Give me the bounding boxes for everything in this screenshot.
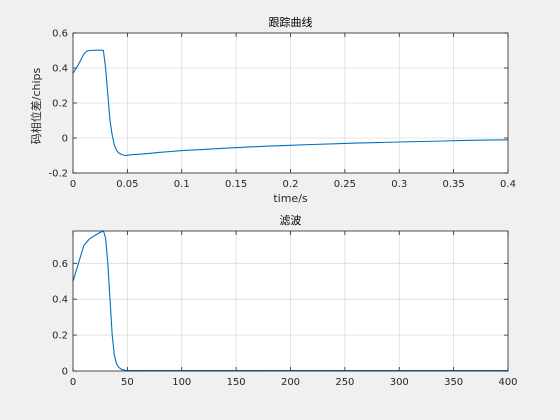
x-tick-label: 0.25 <box>334 179 356 190</box>
y-tick-label: 0.6 <box>52 29 68 40</box>
x-tick-label: 0.2 <box>283 179 299 190</box>
x-tick-label: 300 <box>390 377 409 388</box>
x-tick-label: 0.1 <box>174 179 190 190</box>
x-tick-label: 200 <box>281 377 300 388</box>
x-tick-label: 350 <box>444 377 463 388</box>
x-tick-label: 0.4 <box>500 179 516 190</box>
top-x-axis-label: time/s <box>273 192 308 205</box>
bottom-subplot: 0 50 100 150 200 250 300 350 400 0 0.2 0.4 0.6 滤波 <box>52 214 517 388</box>
y-tick-label: 0 <box>62 134 68 145</box>
bottom-chart-title: 滤波 <box>280 214 302 227</box>
y-tick-label: 0.2 <box>52 99 68 110</box>
top-subplot: 0 0.05 0.1 0.15 0.2 0.25 0.3 0.35 0.4-0.200.20.4… <box>29 15 516 205</box>
y-tick-label: -0.2 <box>48 169 68 180</box>
top-tick-labels: 0 0.05 0.1 0.15 0.2 0.25 0.3 0.35 0.4-0.200.20.4… <box>48 29 515 191</box>
y-tick-label: 0.4 <box>52 64 68 75</box>
bottom-tick-labels: 0 50 100 150 200 250 300 350 400 0 0.2 0.4 0.6 <box>52 231 518 388</box>
x-tick-label: 150 <box>227 377 246 388</box>
top-chart-title: 跟踪曲线 <box>269 15 313 29</box>
x-tick-label: 400 <box>498 377 517 388</box>
x-tick-label: 0.3 <box>391 179 407 190</box>
x-tick-label: 100 <box>172 377 191 388</box>
x-tick-label: 0 <box>70 377 76 388</box>
x-tick-label: 50 <box>121 377 134 388</box>
x-tick-label: 0.05 <box>116 179 138 190</box>
x-tick-label: 250 <box>335 377 354 388</box>
x-tick-label: 0 <box>70 179 76 190</box>
bottom-series-line <box>72 230 509 372</box>
y-tick-label: 0.6 <box>52 259 68 270</box>
x-tick-label: 0.15 <box>225 179 247 190</box>
y-tick-label: 0.2 <box>52 331 68 342</box>
y-tick-label: 0.4 <box>52 295 68 306</box>
top-axes-box <box>72 32 509 174</box>
y-tick-label: 0 <box>62 367 68 378</box>
top-y-axis-label: 码相位差/chips <box>29 67 43 144</box>
top-series-line <box>72 49 509 157</box>
x-tick-label: 0.35 <box>442 179 464 190</box>
bottom-axes-box <box>72 230 509 372</box>
top-grid <box>72 32 509 174</box>
